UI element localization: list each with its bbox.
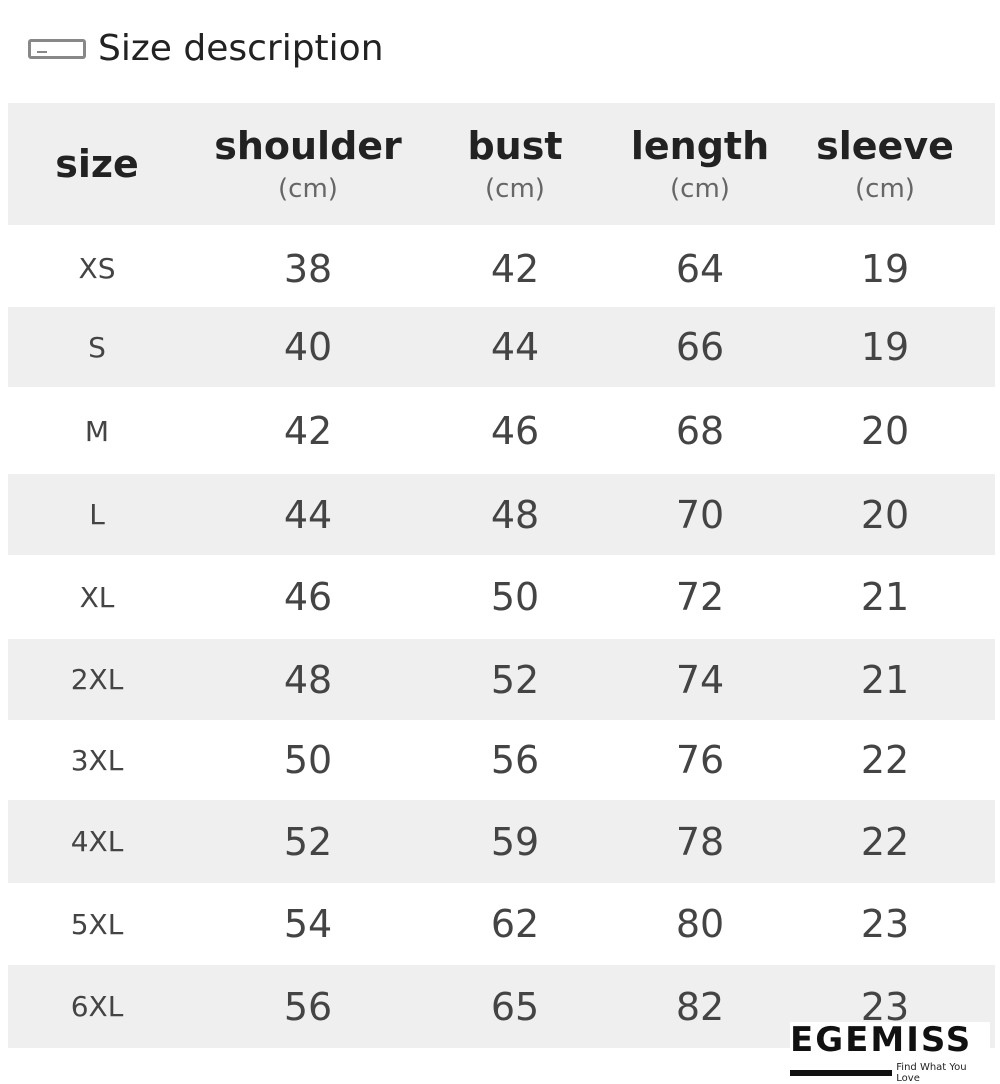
- cell-sleeve: 23: [860, 984, 910, 1029]
- brand-logo: EGEMISS Find What You Love: [790, 1022, 990, 1084]
- table-row: M 42 46 68 20: [8, 390, 995, 472]
- cell-shoulder: 54: [283, 902, 333, 946]
- cell-shoulder: 42: [283, 409, 333, 453]
- cell-length: 70: [675, 492, 725, 537]
- cell-length: 68: [675, 409, 725, 453]
- header-unit: (cm): [670, 174, 730, 204]
- cell-sleeve: 20: [860, 409, 910, 453]
- header-size: size: [55, 103, 139, 225]
- cell-length: 72: [675, 575, 725, 619]
- cell-length: 76: [675, 738, 725, 782]
- header-unit: (cm): [485, 174, 545, 204]
- cell-bust: 42: [490, 246, 540, 291]
- cell-bust: 50: [490, 575, 540, 619]
- cell-bust: 59: [490, 819, 540, 864]
- cell-bust: 46: [490, 409, 540, 453]
- title-text: Size description: [98, 28, 384, 69]
- header-unit: (cm): [855, 174, 915, 204]
- header-unit: (cm): [278, 174, 338, 204]
- cell-size: 4XL: [70, 825, 124, 858]
- cell-sleeve: 23: [860, 902, 910, 946]
- cell-shoulder: 44: [283, 492, 333, 537]
- table-row: S 40 44 66 19: [8, 307, 995, 387]
- logo-bar: [790, 1070, 893, 1076]
- table-row: XS 38 42 64 19: [8, 232, 995, 305]
- cell-sleeve: 22: [860, 738, 910, 782]
- table-row: 4XL 52 59 78 22: [8, 800, 995, 883]
- cell-sleeve: 20: [860, 492, 910, 537]
- table-row: 3XL 50 56 76 22: [8, 720, 995, 800]
- table-row: L 44 48 70 20: [8, 474, 995, 555]
- header-bust: bust (cm): [467, 103, 562, 225]
- cell-sleeve: 21: [860, 657, 910, 702]
- cell-shoulder: 56: [283, 984, 333, 1029]
- header-label: bust: [467, 124, 563, 168]
- logo-tagline: Find What You Love: [896, 1062, 967, 1084]
- section-title: Size description: [28, 28, 384, 69]
- cell-size: L: [89, 498, 105, 531]
- cell-length: 82: [675, 984, 725, 1029]
- header-shoulder: shoulder (cm): [214, 103, 402, 225]
- header-row: size shoulder (cm) bust (cm) length (cm) sleeve…: [8, 103, 995, 225]
- header-label: length: [630, 124, 770, 168]
- cell-sleeve: 19: [860, 325, 910, 369]
- cell-shoulder: 46: [283, 575, 333, 619]
- cell-size: XS: [78, 252, 116, 285]
- cell-size: XL: [79, 580, 115, 614]
- cell-length: 64: [675, 246, 725, 291]
- header-label: sleeve: [816, 124, 954, 168]
- cell-shoulder: 40: [283, 325, 333, 369]
- cell-length: 66: [675, 325, 725, 369]
- cell-size: 6XL: [70, 990, 124, 1023]
- cell-bust: 44: [490, 325, 540, 369]
- cell-shoulder: 50: [283, 738, 333, 782]
- cell-length: 74: [675, 657, 725, 702]
- cell-shoulder: 48: [283, 657, 333, 702]
- header-label: shoulder: [214, 124, 402, 168]
- cell-sleeve: 19: [860, 246, 910, 291]
- cell-size: 2XL: [70, 663, 124, 696]
- header-label: size: [55, 142, 139, 186]
- cell-bust: 48: [490, 492, 540, 537]
- table-row: 5XL 54 62 80 23: [8, 883, 995, 965]
- cell-shoulder: 38: [283, 246, 333, 291]
- table-row: XL 46 50 72 21: [8, 557, 995, 637]
- cell-size: 5XL: [70, 907, 124, 941]
- header-sleeve: sleeve (cm): [816, 103, 954, 225]
- cell-length: 78: [675, 819, 725, 864]
- table-row: 2XL 48 52 74 21: [8, 639, 995, 720]
- cell-size: 3XL: [70, 743, 124, 777]
- cell-size: S: [88, 330, 106, 364]
- cell-shoulder: 52: [283, 819, 333, 864]
- tag-icon: [28, 38, 86, 59]
- cell-bust: 62: [490, 902, 540, 946]
- cell-bust: 52: [490, 657, 540, 702]
- cell-length: 80: [675, 902, 725, 946]
- cell-sleeve: 22: [860, 819, 910, 864]
- logo-brand: EGEMISS: [790, 1020, 973, 1060]
- cell-sleeve: 21: [860, 575, 910, 619]
- cell-size: M: [84, 414, 110, 448]
- cell-bust: 65: [490, 984, 540, 1029]
- cell-bust: 56: [490, 738, 540, 782]
- header-length: length (cm): [631, 103, 769, 225]
